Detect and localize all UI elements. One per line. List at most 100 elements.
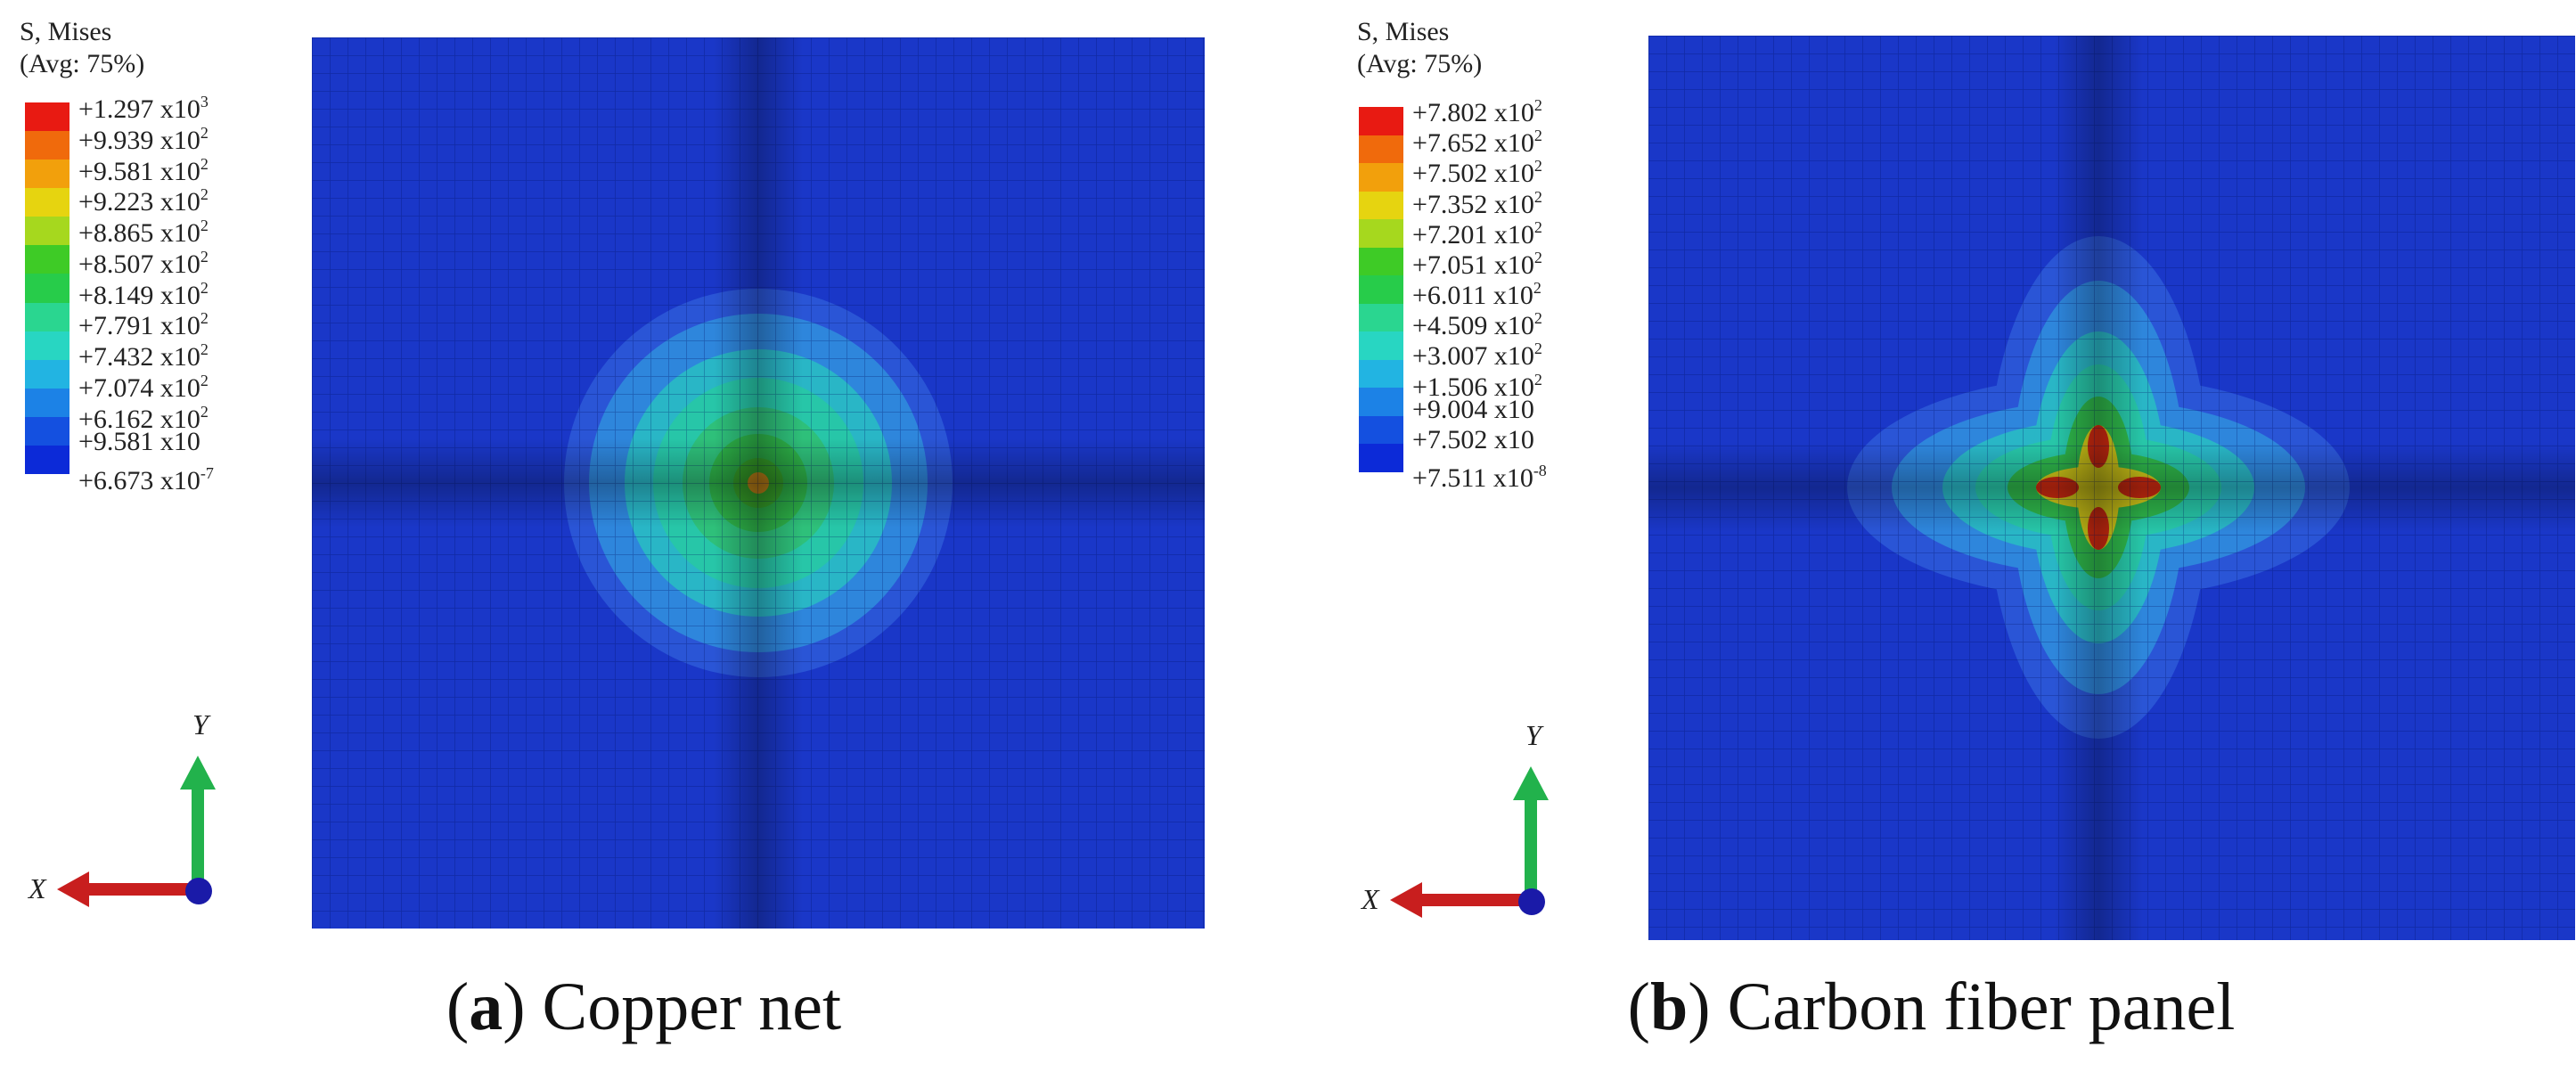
legend-swatch	[25, 445, 70, 475]
legend-swatch	[1359, 303, 1403, 332]
legend-label-exp: x10	[1493, 159, 1534, 189]
contour-plot-svg	[1648, 36, 2575, 940]
caption-b: (b) Carbon fiber panel	[1627, 970, 2236, 1044]
legend-label-value: +4.509	[1412, 311, 1494, 341]
legend-label-exp: x10	[1493, 219, 1534, 250]
legend-label: +9.004 x10	[1412, 396, 1534, 423]
legend-label: +7.652 x102	[1412, 122, 1542, 157]
y-axis-arrow	[1525, 795, 1537, 900]
legend-swatch	[25, 160, 70, 189]
legend-label: +7.051 x102	[1412, 244, 1542, 279]
legend-label-value: +1.506	[1412, 372, 1494, 402]
legend-label-exp: x10	[159, 187, 200, 217]
legend-label: +6.011 x102	[1412, 274, 1542, 309]
legend-label: +9.939 x102	[78, 119, 209, 154]
legend-label-sup: 2	[200, 371, 209, 389]
caption-letter: b	[1649, 970, 1689, 1044]
legend-label-value: +8.149	[78, 280, 160, 310]
legend-label-value: +7.791	[78, 311, 160, 341]
legend-swatch	[1359, 135, 1403, 164]
legend-label-exp: x10	[1493, 128, 1534, 159]
coordinate-triad: Y X	[1350, 713, 1582, 931]
legend-label: +1.506 x102	[1412, 366, 1542, 401]
legend-label-exp: x10	[1493, 189, 1534, 219]
legend-swatch	[1359, 163, 1403, 192]
legend-label-value: +7.432	[78, 342, 160, 372]
legend-swatch	[25, 274, 70, 304]
legend-label-sup: 2	[1533, 127, 1542, 145]
y-axis-label: Y	[192, 708, 211, 740]
legend-swatch	[1359, 415, 1403, 445]
legend-color-bar	[1359, 107, 1403, 473]
legend-label: +8.865 x102	[78, 212, 209, 247]
legend-swatch	[25, 359, 70, 389]
legend-label-value: +7.511	[1412, 463, 1493, 493]
legend-label-sup: 2	[200, 402, 209, 421]
legend-label-sup: 2	[200, 247, 209, 266]
legend-label-value: +1.297	[78, 94, 160, 124]
legend-label-sup: 2	[1533, 370, 1542, 389]
legend-label-sup: 3	[200, 93, 209, 110]
legend-label-sup: 2	[200, 217, 209, 234]
legend-swatch	[1359, 444, 1403, 473]
z-axis-dot	[1518, 888, 1545, 915]
legend-label-exp: x10	[1492, 281, 1533, 310]
caption-letter: a	[469, 970, 503, 1044]
legend-label: +6.162 x102	[78, 398, 209, 433]
mesh-seam-horizontal	[1648, 443, 2575, 532]
legend-label-exp: x10	[1493, 311, 1534, 341]
legend-swatch	[25, 188, 70, 217]
caption-text: Copper net	[542, 970, 842, 1044]
legend-label-exp: x10	[1493, 372, 1534, 402]
legend-label-sup: 2	[1533, 248, 1542, 266]
legend-title: S, Mises (Avg: 75%)	[20, 16, 144, 80]
legend-color-bar	[25, 102, 70, 475]
legend-label-value: +8.865	[78, 218, 160, 248]
z-axis-dot	[185, 878, 212, 904]
legend-label-value: +7.652	[1412, 128, 1494, 159]
legend-label-value: +9.581	[78, 156, 160, 186]
legend-label-sup: 2	[1533, 309, 1542, 328]
legend-swatch	[25, 217, 70, 246]
legend-label: +7.502 x10	[1412, 424, 1534, 454]
legend-swatch	[1359, 388, 1403, 417]
legend-swatch	[25, 302, 70, 332]
legend-label-sup: 2	[1533, 157, 1542, 176]
caption-text: Carbon fiber panel	[1727, 970, 2236, 1044]
legend-swatch	[25, 245, 70, 274]
legend-label-value: +9.939	[78, 125, 160, 155]
x-axis-label: X	[27, 872, 47, 904]
legend-label-exp: x10	[1493, 424, 1534, 454]
legend-swatch	[25, 331, 70, 361]
panel-copper-net: S, Mises (Avg: 75%) +1.297 x10 3 +9.939 x1…	[18, 16, 1205, 1044]
legend-title-line1: S, Mises	[1357, 17, 1450, 46]
legend-label: +7.511 x10-8	[1412, 457, 1547, 492]
contour-plot-svg	[312, 37, 1205, 929]
legend-label-exp: x10	[1493, 341, 1534, 372]
contour-plot-copper-net	[312, 37, 1205, 929]
legend-label: +9.581 x10	[78, 429, 200, 455]
y-axis-arrowhead	[180, 756, 216, 790]
legend-swatch	[1359, 191, 1403, 220]
legend-label: +7.352 x102	[1412, 184, 1542, 218]
legend-label-exp: x10	[159, 156, 200, 186]
x-axis-arrow	[1415, 894, 1525, 906]
legend-label-value: +7.802	[1412, 98, 1494, 127]
legend-swatch	[25, 416, 70, 446]
legend-title-line2: (Avg: 75%)	[1357, 49, 1483, 78]
coordinate-triad: Y X	[18, 704, 249, 922]
legend-label-value: +7.352	[1412, 189, 1494, 219]
legend-title: S, Mises (Avg: 75%)	[1357, 16, 1482, 80]
legend-label-sup: 2	[200, 185, 209, 204]
legend-label-exp: x10	[1492, 463, 1533, 493]
legend-label-sup: 2	[1533, 279, 1542, 297]
legend-label-value: +9.223	[78, 187, 160, 217]
legend-label-exp: x10	[159, 311, 200, 341]
legend-label: +7.502 x102	[1412, 152, 1542, 187]
legend-label-sup: 2	[200, 278, 209, 297]
legend-label-value: +7.502	[1412, 424, 1494, 454]
legend-label-sup: 2	[1533, 217, 1542, 236]
legend-label: +8.149 x102	[78, 274, 209, 309]
caption-a: (a) Copper net	[446, 970, 842, 1044]
legend-label-sup: -8	[1533, 462, 1547, 479]
